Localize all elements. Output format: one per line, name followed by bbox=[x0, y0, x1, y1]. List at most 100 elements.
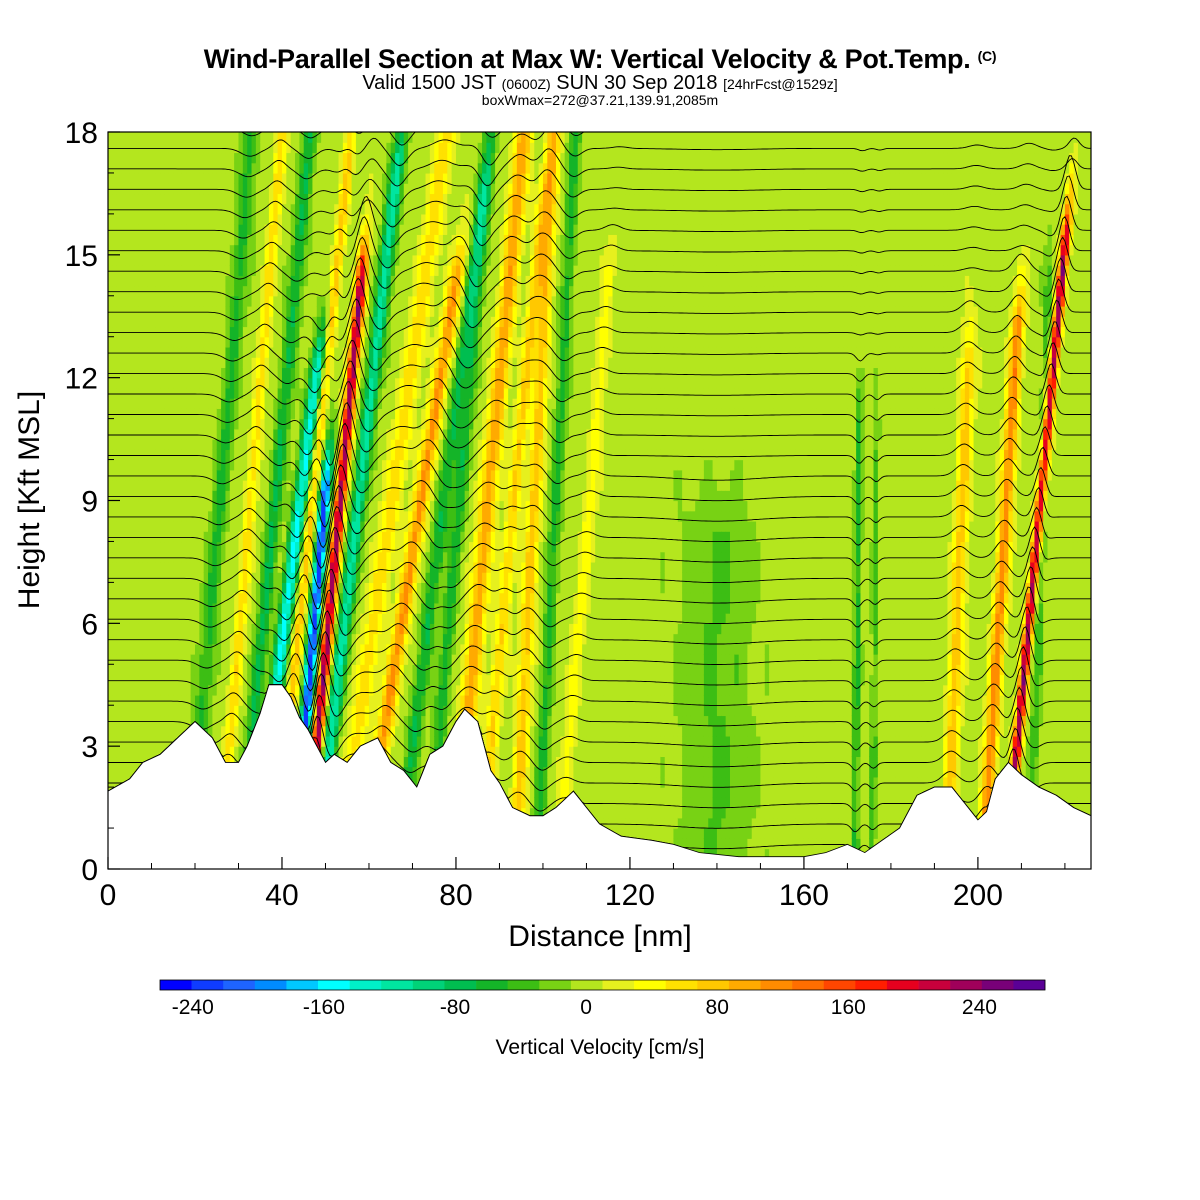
velocity-cell bbox=[238, 306, 244, 317]
velocity-cell bbox=[264, 510, 270, 522]
velocity-cell bbox=[173, 377, 179, 389]
velocity-cell bbox=[255, 357, 261, 369]
velocity-cell bbox=[186, 674, 192, 686]
velocity-cell bbox=[147, 561, 153, 573]
velocity-cell bbox=[377, 623, 383, 635]
velocity-cell bbox=[312, 613, 318, 624]
velocity-cell bbox=[203, 265, 209, 276]
velocity-cell bbox=[355, 244, 361, 256]
velocity-cell bbox=[316, 613, 322, 624]
velocity-cell bbox=[121, 224, 126, 235]
velocity-cell bbox=[399, 674, 405, 686]
velocity-cell bbox=[342, 735, 348, 747]
velocity-cell bbox=[181, 326, 187, 338]
velocity-cell bbox=[190, 234, 196, 246]
velocity-cell bbox=[273, 490, 279, 502]
velocity-cell bbox=[373, 346, 379, 358]
velocity-cell bbox=[212, 705, 218, 717]
velocity-cell bbox=[347, 480, 353, 491]
velocity-cell bbox=[395, 357, 401, 369]
velocity-cell bbox=[229, 142, 235, 154]
velocity-cell bbox=[125, 275, 131, 287]
velocity-cell bbox=[242, 213, 248, 225]
velocity-cell bbox=[121, 551, 126, 563]
velocity-cell bbox=[386, 459, 392, 471]
velocity-cell bbox=[155, 254, 161, 266]
velocity-cell bbox=[129, 336, 135, 348]
velocity-cell bbox=[373, 162, 379, 174]
velocity-cell bbox=[399, 295, 405, 307]
velocity-cell bbox=[386, 684, 392, 696]
velocity-cell bbox=[194, 357, 200, 369]
velocity-cell bbox=[147, 183, 153, 195]
velocity-cell bbox=[368, 490, 374, 502]
velocity-cell bbox=[216, 285, 222, 297]
velocity-cell bbox=[125, 234, 131, 246]
velocity-cell bbox=[142, 684, 148, 696]
velocity-cell bbox=[403, 244, 409, 256]
velocity-cell bbox=[347, 664, 353, 676]
velocity-cell bbox=[268, 254, 274, 266]
velocity-cell bbox=[382, 705, 387, 717]
velocity-cell bbox=[347, 285, 353, 297]
velocity-cell bbox=[203, 541, 209, 553]
velocity-cell bbox=[216, 705, 222, 717]
velocity-cell bbox=[112, 213, 118, 225]
velocity-cell bbox=[355, 500, 361, 512]
velocity-cell bbox=[203, 306, 209, 317]
velocity-cell bbox=[399, 306, 405, 317]
velocity-cell bbox=[134, 551, 140, 563]
velocity-cell bbox=[225, 387, 231, 399]
velocity-cell bbox=[347, 398, 353, 409]
velocity-cell bbox=[121, 572, 126, 583]
velocity-cell bbox=[312, 398, 318, 409]
velocity-cell bbox=[164, 613, 170, 624]
velocity-cell bbox=[264, 193, 270, 205]
velocity-cell bbox=[268, 449, 274, 461]
velocity-cell bbox=[186, 162, 192, 174]
velocity-cell bbox=[151, 265, 157, 276]
velocity-cell bbox=[308, 172, 314, 184]
velocity-cell bbox=[125, 244, 131, 256]
velocity-cell bbox=[108, 623, 113, 635]
velocity-cell bbox=[168, 316, 174, 328]
velocity-cell bbox=[134, 408, 140, 420]
velocity-cell bbox=[203, 193, 209, 205]
velocity-cell bbox=[286, 142, 292, 154]
velocity-cell bbox=[286, 439, 292, 450]
velocity-cell bbox=[255, 633, 261, 645]
velocity-cell bbox=[303, 541, 309, 553]
velocity-cell bbox=[360, 459, 366, 471]
velocity-cell bbox=[108, 418, 113, 430]
velocity-cell bbox=[160, 582, 166, 594]
velocity-cell bbox=[151, 520, 157, 532]
velocity-cell bbox=[142, 275, 148, 287]
velocity-cell bbox=[168, 418, 174, 430]
velocity-cell bbox=[194, 265, 200, 276]
velocity-cell bbox=[242, 306, 248, 317]
velocity-cell bbox=[399, 664, 405, 676]
velocity-cell bbox=[229, 469, 235, 481]
velocity-cell bbox=[173, 694, 179, 706]
velocity-cell bbox=[147, 142, 153, 154]
velocity-cell bbox=[242, 398, 248, 409]
velocity-cell bbox=[164, 183, 170, 195]
velocity-cell bbox=[199, 613, 205, 624]
velocity-cell bbox=[212, 203, 218, 215]
velocity-cell bbox=[116, 766, 122, 778]
velocity-cell bbox=[264, 408, 270, 420]
velocity-cell bbox=[147, 172, 153, 184]
velocity-cell bbox=[208, 449, 213, 461]
velocity-cell bbox=[212, 418, 218, 430]
velocity-cell bbox=[238, 551, 244, 563]
velocity-cell bbox=[212, 715, 218, 727]
velocity-cell bbox=[194, 643, 200, 655]
velocity-cell bbox=[373, 213, 379, 225]
velocity-cell bbox=[199, 162, 205, 174]
velocity-cell bbox=[190, 213, 196, 225]
velocity-cell bbox=[329, 377, 335, 389]
velocity-cell bbox=[147, 398, 153, 409]
velocity-cell bbox=[125, 633, 131, 645]
velocity-cell bbox=[199, 357, 205, 369]
velocity-cell bbox=[142, 602, 148, 614]
